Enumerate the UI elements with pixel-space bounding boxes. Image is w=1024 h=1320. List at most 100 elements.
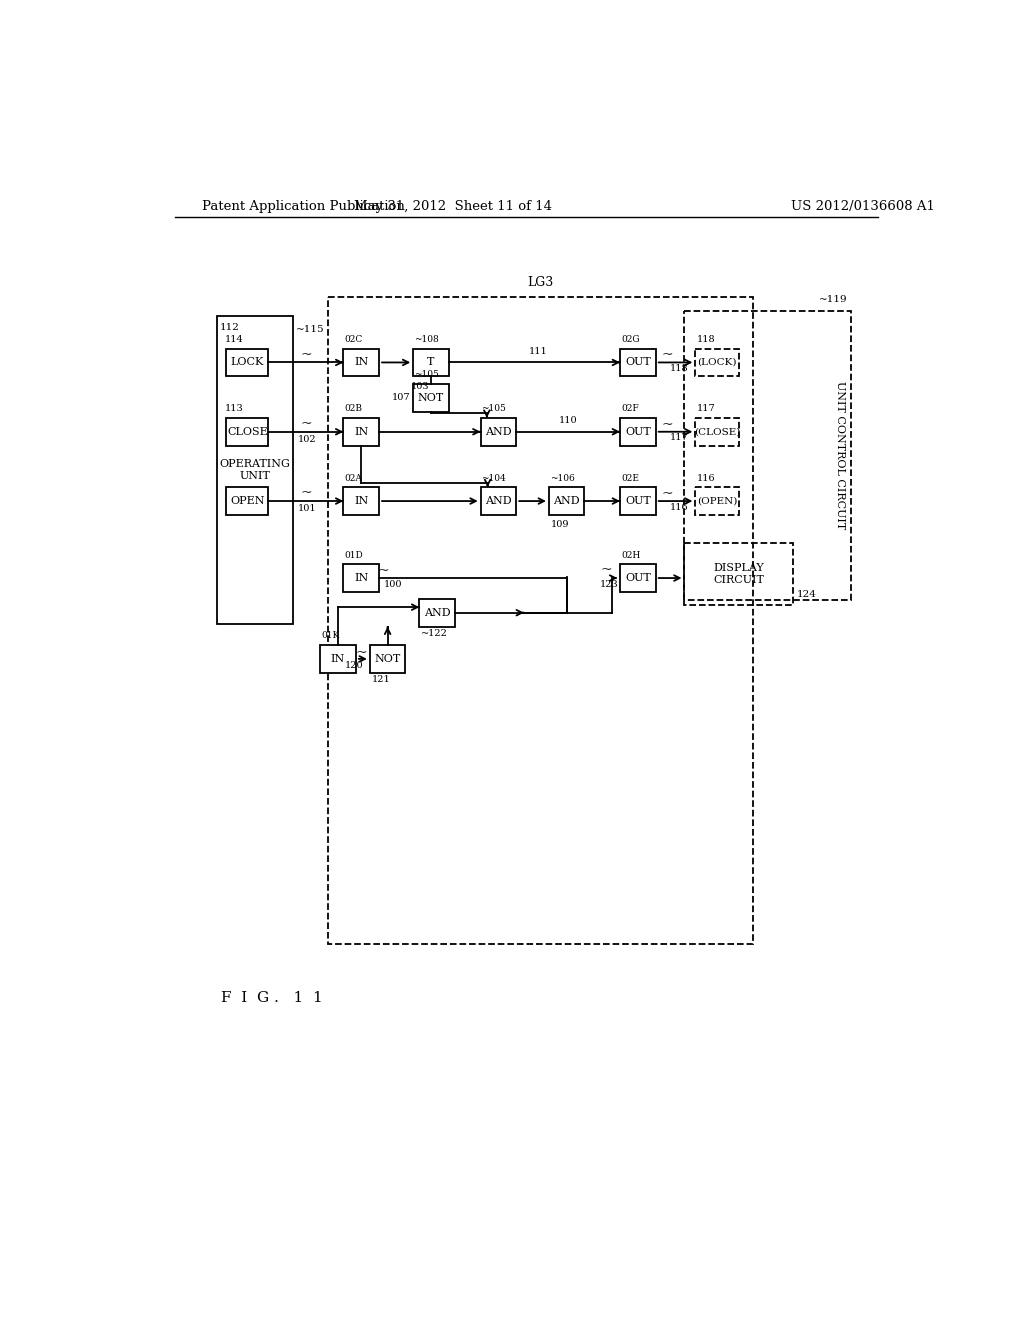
Text: OUT: OUT <box>625 573 651 583</box>
Text: OUT: OUT <box>625 426 651 437</box>
Text: 02G: 02G <box>621 335 640 345</box>
Bar <box>226 487 268 515</box>
Text: 117: 117 <box>670 433 688 442</box>
Text: UNIT CONTROL CIRCUIT: UNIT CONTROL CIRCUIT <box>836 381 845 529</box>
Text: 123: 123 <box>600 581 618 590</box>
Text: 113: 113 <box>225 404 244 413</box>
Text: ~: ~ <box>300 486 311 500</box>
Bar <box>684 544 793 605</box>
Bar <box>695 348 738 376</box>
Text: IN: IN <box>354 496 369 506</box>
Text: OUT: OUT <box>625 358 651 367</box>
Text: 02C: 02C <box>344 335 362 345</box>
Bar <box>226 418 268 446</box>
Text: (CLOSE): (CLOSE) <box>694 428 740 436</box>
Text: IN: IN <box>331 653 345 664</box>
Text: ~: ~ <box>300 417 311 432</box>
Text: ~: ~ <box>600 564 612 577</box>
Text: ~106: ~106 <box>550 474 574 483</box>
Text: 102: 102 <box>298 436 316 444</box>
Text: ~: ~ <box>662 348 674 363</box>
Bar <box>480 487 516 515</box>
Text: OPEN: OPEN <box>230 496 264 506</box>
Text: 120: 120 <box>345 661 364 671</box>
Text: 01K: 01K <box>321 631 339 640</box>
Bar <box>480 418 516 446</box>
Text: OUT: OUT <box>625 496 651 506</box>
Bar <box>328 297 753 944</box>
Text: 110: 110 <box>559 416 578 425</box>
Text: 02A: 02A <box>344 474 362 483</box>
Text: ~119: ~119 <box>818 294 847 304</box>
Text: 103: 103 <box>411 383 429 392</box>
Bar <box>621 564 655 591</box>
Text: 100: 100 <box>384 579 402 589</box>
Text: 101: 101 <box>298 504 316 513</box>
Text: ~115: ~115 <box>296 326 325 334</box>
Text: 124: 124 <box>797 590 817 599</box>
Text: AND: AND <box>485 496 512 506</box>
Bar <box>621 487 655 515</box>
Text: ~: ~ <box>356 645 368 660</box>
Bar <box>343 348 379 376</box>
Text: 118: 118 <box>697 335 716 345</box>
Text: F  I  G .   1  1: F I G . 1 1 <box>221 991 323 1005</box>
Text: AND: AND <box>553 496 580 506</box>
Text: 02E: 02E <box>621 474 639 483</box>
Text: Patent Application Publication: Patent Application Publication <box>202 201 404 214</box>
Text: ~: ~ <box>378 564 389 578</box>
Bar <box>226 348 268 376</box>
Text: (LOCK): (LOCK) <box>697 358 736 367</box>
Text: 02H: 02H <box>621 550 640 560</box>
Text: 112: 112 <box>219 323 240 333</box>
Text: LOCK: LOCK <box>230 358 264 367</box>
Bar <box>420 599 455 627</box>
Text: 109: 109 <box>550 520 569 529</box>
Text: AND: AND <box>424 607 451 618</box>
Text: T: T <box>427 358 435 367</box>
Text: IN: IN <box>354 426 369 437</box>
Bar <box>370 645 406 673</box>
Text: IN: IN <box>354 573 369 583</box>
Bar <box>414 348 449 376</box>
Text: 107: 107 <box>391 393 410 403</box>
Bar <box>343 564 379 591</box>
Text: ~: ~ <box>662 418 674 432</box>
Text: ~: ~ <box>300 347 311 362</box>
Text: ~: ~ <box>662 487 674 502</box>
Bar <box>695 487 738 515</box>
Text: DISPLAY
CIRCUIT: DISPLAY CIRCUIT <box>714 564 764 585</box>
Text: OPERATING
UNIT: OPERATING UNIT <box>220 459 291 480</box>
Text: IN: IN <box>354 358 369 367</box>
Text: 111: 111 <box>529 347 548 355</box>
Bar <box>321 645 356 673</box>
Text: LG3: LG3 <box>527 276 553 289</box>
Text: 118: 118 <box>670 364 688 374</box>
Text: NOT: NOT <box>418 393 444 403</box>
Text: 01D: 01D <box>344 550 362 560</box>
Bar <box>621 348 655 376</box>
Bar <box>549 487 585 515</box>
Text: 116: 116 <box>697 474 716 483</box>
Bar <box>621 418 655 446</box>
Text: 121: 121 <box>372 675 390 684</box>
Text: 02F: 02F <box>621 404 639 413</box>
Bar <box>695 418 738 446</box>
Bar <box>684 312 851 599</box>
Text: US 2012/0136608 A1: US 2012/0136608 A1 <box>791 201 935 214</box>
Text: 117: 117 <box>697 404 716 413</box>
Text: ~105: ~105 <box>481 404 506 413</box>
Bar <box>343 418 379 446</box>
Text: May 31, 2012  Sheet 11 of 14: May 31, 2012 Sheet 11 of 14 <box>354 201 553 214</box>
Text: 116: 116 <box>670 503 688 512</box>
Text: (OPEN): (OPEN) <box>696 496 737 506</box>
Bar <box>217 317 293 624</box>
Bar <box>414 384 449 412</box>
Text: ~108: ~108 <box>414 335 438 345</box>
Text: CLOSE: CLOSE <box>227 426 267 437</box>
Bar <box>343 487 379 515</box>
Text: 114: 114 <box>225 335 244 345</box>
Text: NOT: NOT <box>375 653 400 664</box>
Text: ~105: ~105 <box>414 371 439 379</box>
Text: AND: AND <box>485 426 512 437</box>
